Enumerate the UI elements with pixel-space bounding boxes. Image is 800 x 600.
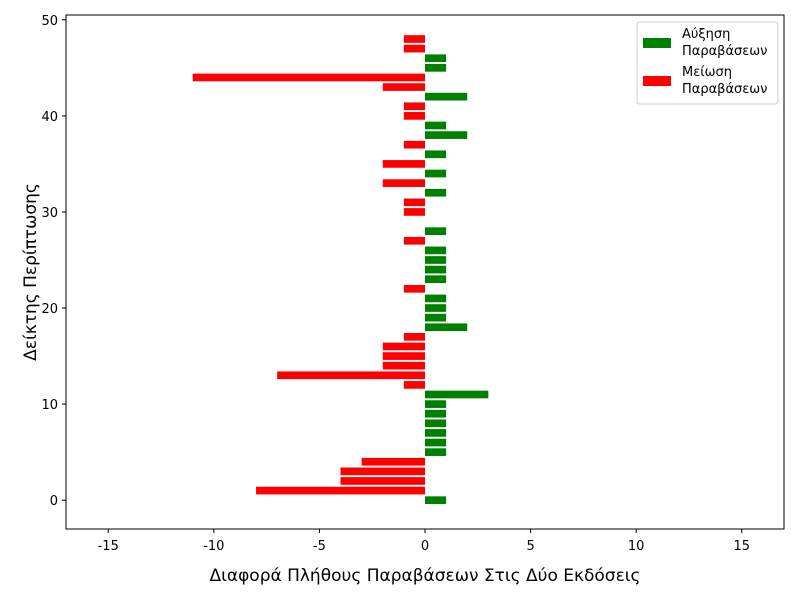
x-tick-label: 15: [733, 539, 750, 554]
y-tick-label: 0: [50, 494, 58, 509]
bar-case-15: [382, 352, 425, 360]
bar-case-38: [425, 131, 468, 139]
bar-case-8: [425, 419, 447, 428]
bar-case-3: [340, 467, 425, 476]
x-tick-label: 10: [628, 539, 645, 554]
bar-case-21: [425, 294, 447, 303]
bar-case-17: [403, 333, 425, 341]
bar-case-9: [425, 409, 447, 418]
legend-label-increase-line2: Παραβάσεων: [682, 44, 767, 59]
bar-case-19: [425, 313, 447, 322]
bar-case-4: [361, 457, 425, 466]
bar-case-47: [403, 44, 425, 53]
bar-case-36: [425, 150, 447, 159]
bar-case-46: [425, 54, 447, 63]
bar-case-0: [425, 496, 447, 505]
bar-case-10: [425, 400, 447, 408]
bar-case-25: [425, 256, 447, 264]
bar-case-34: [425, 169, 447, 178]
legend-box: [636, 21, 779, 105]
bar-case-23: [425, 275, 447, 284]
bar-case-44: [192, 73, 425, 82]
bar-case-11: [425, 390, 489, 399]
bar-case-20: [425, 304, 447, 312]
bar-case-7: [425, 429, 447, 437]
bar-case-28: [425, 227, 447, 236]
x-ticks: -15 -10 -5 0 5 10 15: [98, 529, 750, 554]
legend-swatch-increase: [643, 38, 671, 48]
bar-case-40: [403, 112, 425, 120]
bar-case-31: [403, 198, 425, 207]
x-tick-label: 0: [421, 539, 429, 554]
y-tick-label: 50: [41, 14, 58, 29]
bar-case-26: [425, 246, 447, 255]
bar-case-1: [256, 486, 425, 495]
y-tick-label: 20: [41, 302, 58, 317]
bar-case-30: [403, 208, 425, 216]
legend-label-decrease-line2: Παραβάσεων: [682, 82, 767, 97]
bar-case-22: [403, 284, 425, 293]
x-tick-label: 5: [526, 539, 534, 554]
bar-case-41: [403, 102, 425, 111]
y-axis-title: Δείκτης Περίπτωσης: [21, 183, 41, 361]
x-tick-label: -10: [203, 539, 224, 554]
y-ticks: 0 10 20 30 40 50: [41, 14, 66, 509]
bar-case-48: [403, 35, 425, 43]
legend-label-decrease-line1: Μείωση: [682, 65, 732, 80]
bar-case-37: [403, 140, 425, 149]
bar-case-5: [425, 448, 447, 456]
bar-case-2: [340, 477, 425, 485]
bar-case-12: [403, 381, 425, 389]
x-tick-label: -5: [313, 539, 326, 554]
bar-case-42: [425, 92, 468, 101]
bar-case-45: [425, 63, 447, 72]
bar-case-6: [425, 438, 447, 447]
bar-case-39: [425, 121, 447, 130]
plot-frame: [65, 14, 785, 530]
legend-swatch-decrease: [643, 76, 671, 86]
legend: Αύξηση Παραβάσεων Μείωση Παραβάσεων: [636, 21, 779, 105]
legend-label-increase-line1: Αύξηση: [682, 27, 730, 42]
bar-case-13: [277, 371, 425, 380]
bar-case-33: [382, 179, 425, 187]
bar-case-16: [382, 342, 425, 351]
bar-case-18: [425, 323, 468, 332]
y-tick-label: 10: [41, 398, 58, 413]
bars-group: [192, 35, 489, 505]
bar-case-27: [403, 236, 425, 245]
bar-case-43: [382, 83, 425, 91]
bar-case-35: [382, 160, 425, 168]
bar-case-32: [425, 188, 447, 197]
y-tick-label: 30: [41, 206, 58, 221]
bar-case-14: [382, 361, 425, 370]
x-tick-label: -15: [98, 539, 119, 554]
y-tick-label: 40: [41, 110, 58, 125]
bar-case-24: [425, 265, 447, 274]
x-axis-title: Διαφορά Πλήθους Παραβάσεων Στις Δύο Εκδό…: [209, 566, 640, 586]
